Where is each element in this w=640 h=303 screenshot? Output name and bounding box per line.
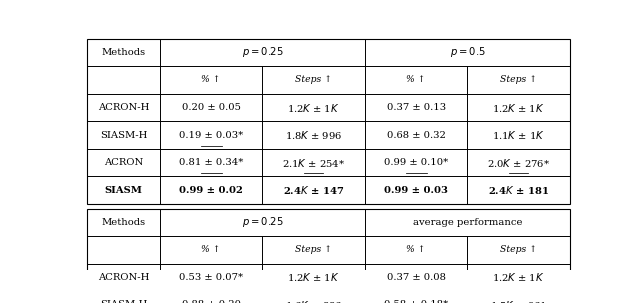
Text: 1.5$\mathit{K}$ ± 961: 1.5$\mathit{K}$ ± 961 xyxy=(490,299,547,303)
Text: 0.37 ± 0.13: 0.37 ± 0.13 xyxy=(387,103,445,112)
Bar xyxy=(88,39,570,204)
Text: Steps ↑: Steps ↑ xyxy=(500,245,537,254)
Text: Steps ↑: Steps ↑ xyxy=(295,245,332,254)
Text: 1.2$\mathit{K}$ ± 1$\mathit{K}$: 1.2$\mathit{K}$ ± 1$\mathit{K}$ xyxy=(493,102,545,114)
Text: 2.4$\mathit{K}$ ± 181: 2.4$\mathit{K}$ ± 181 xyxy=(488,184,549,196)
Text: % ↑: % ↑ xyxy=(406,75,426,85)
Text: 0.99 ± 0.10*: 0.99 ± 0.10* xyxy=(384,158,448,167)
Text: ACRON-H: ACRON-H xyxy=(98,273,149,282)
Bar xyxy=(88,208,570,303)
Text: 0.19 ± 0.03*: 0.19 ± 0.03* xyxy=(179,131,243,140)
Text: 1.2$\mathit{K}$ ± 1$\mathit{K}$: 1.2$\mathit{K}$ ± 1$\mathit{K}$ xyxy=(493,271,545,283)
Text: SIASM-H: SIASM-H xyxy=(100,131,147,140)
Text: 0.20 ± 0.05: 0.20 ± 0.05 xyxy=(182,103,241,112)
Text: % ↑: % ↑ xyxy=(201,75,221,85)
Text: ACRON-H: ACRON-H xyxy=(98,103,149,112)
Text: 2.0$\mathit{K}$ ± 276*: 2.0$\mathit{K}$ ± 276* xyxy=(487,157,550,168)
Text: 1.1$\mathit{K}$ ± 1$\mathit{K}$: 1.1$\mathit{K}$ ± 1$\mathit{K}$ xyxy=(492,129,545,141)
Text: Methods: Methods xyxy=(102,218,146,227)
Text: 0.37 ± 0.08: 0.37 ± 0.08 xyxy=(387,273,445,282)
Text: SIASM-H: SIASM-H xyxy=(100,300,147,303)
Text: $p = 0.5$: $p = 0.5$ xyxy=(450,45,485,59)
Text: 1.8$\mathit{K}$ ± 996: 1.8$\mathit{K}$ ± 996 xyxy=(285,129,342,141)
Text: % ↑: % ↑ xyxy=(406,245,426,254)
Text: 1.6$\mathit{K}$ ± 886: 1.6$\mathit{K}$ ± 886 xyxy=(285,299,342,303)
Text: 2.4$\mathit{K}$ ± 147: 2.4$\mathit{K}$ ± 147 xyxy=(283,184,344,196)
Text: average performance: average performance xyxy=(413,218,522,227)
Text: SIASM: SIASM xyxy=(105,186,143,195)
Text: 0.99 ± 0.03: 0.99 ± 0.03 xyxy=(384,186,448,195)
Text: Steps ↑: Steps ↑ xyxy=(295,75,332,85)
Text: ACRON: ACRON xyxy=(104,158,143,167)
Text: 0.81 ± 0.34*: 0.81 ± 0.34* xyxy=(179,158,243,167)
Text: 0.88 ± 0.20: 0.88 ± 0.20 xyxy=(182,300,241,303)
Text: 2.1$\mathit{K}$ ± 254*: 2.1$\mathit{K}$ ± 254* xyxy=(282,157,345,168)
Text: Methods: Methods xyxy=(102,48,146,57)
Text: $p = 0.25$: $p = 0.25$ xyxy=(241,45,283,59)
Text: % ↑: % ↑ xyxy=(201,245,221,254)
Text: Steps ↑: Steps ↑ xyxy=(500,75,537,85)
Text: 0.53 ± 0.07*: 0.53 ± 0.07* xyxy=(179,273,243,282)
Text: 1.2$\mathit{K}$ ± 1$\mathit{K}$: 1.2$\mathit{K}$ ± 1$\mathit{K}$ xyxy=(287,102,340,114)
Text: 0.58 ± 0.18*: 0.58 ± 0.18* xyxy=(384,300,448,303)
Text: 0.99 ± 0.02: 0.99 ± 0.02 xyxy=(179,186,243,195)
Text: 0.68 ± 0.32: 0.68 ± 0.32 xyxy=(387,131,445,140)
Text: 1.2$\mathit{K}$ ± 1$\mathit{K}$: 1.2$\mathit{K}$ ± 1$\mathit{K}$ xyxy=(287,271,340,283)
Text: $p = 0.25$: $p = 0.25$ xyxy=(241,215,283,229)
